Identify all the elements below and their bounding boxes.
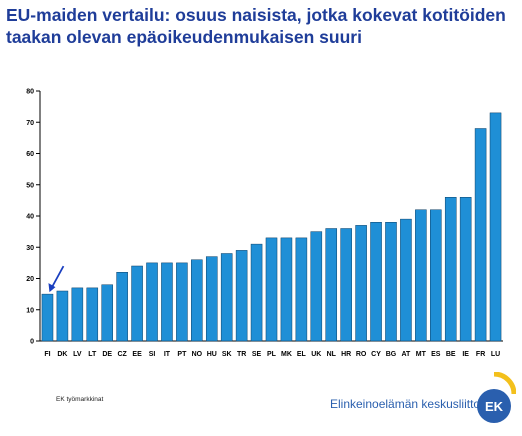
bar-LV xyxy=(71,287,84,342)
slide-title: EU-maiden vertailu: osuus naisista, jotk… xyxy=(6,4,516,48)
x-tick-label: LU xyxy=(491,351,500,358)
bar-HU xyxy=(205,256,218,342)
bar-UK xyxy=(310,231,323,342)
x-tick-label: LT xyxy=(88,351,97,358)
x-tick-label: SE xyxy=(252,351,262,358)
x-tick-label: IT xyxy=(164,351,171,358)
x-tick-label: MT xyxy=(416,351,427,358)
bar-ES xyxy=(430,209,442,342)
x-tick-label: BE xyxy=(446,351,456,358)
x-tick-label: PT xyxy=(177,351,187,358)
bar-LU xyxy=(489,112,502,342)
bar-IE xyxy=(459,197,472,342)
y-tick-label: 60 xyxy=(26,151,34,158)
x-tick-label: ES xyxy=(431,351,441,358)
x-tick-label: SK xyxy=(222,351,232,358)
bar-RO xyxy=(355,225,367,342)
bar-EE xyxy=(131,265,143,342)
x-tick-label: FI xyxy=(44,351,50,358)
x-tick-label: CY xyxy=(371,351,381,358)
x-tick-label: PL xyxy=(267,351,277,358)
bar-FR xyxy=(474,128,487,342)
annotation-arrowhead xyxy=(48,283,56,293)
bar-FI xyxy=(41,293,54,342)
x-tick-label: LV xyxy=(73,351,82,358)
x-tick-label: BG xyxy=(386,351,397,358)
slide-title-line2: taakan olevan epäoikeudenmukaisen suuri xyxy=(6,27,362,47)
y-tick-labels: 0 10 20 30 40 50 60 70 80 xyxy=(26,89,34,346)
bar-PL xyxy=(265,237,278,342)
x-tick-label: DE xyxy=(102,351,112,358)
annotation-arrow-line xyxy=(50,265,65,289)
bar-CZ xyxy=(116,272,128,342)
y-tick-label: 30 xyxy=(26,245,34,252)
x-tick-label: EL xyxy=(297,351,307,358)
x-tick-label: NO xyxy=(192,351,203,358)
y-tick-label: 20 xyxy=(26,276,34,283)
x-tick-label: RO xyxy=(356,351,367,358)
x-tick-label: FR xyxy=(476,351,485,358)
bar-MT xyxy=(415,209,427,342)
bar-BG xyxy=(385,222,397,342)
ek-logo-icon: EK xyxy=(477,372,516,423)
x-tick-label: CZ xyxy=(117,351,127,358)
bar-PT xyxy=(176,262,188,342)
chart-bars xyxy=(41,112,502,342)
x-tick-label: DK xyxy=(57,351,67,358)
x-tick-label: HU xyxy=(207,351,217,358)
bar-LT xyxy=(86,287,99,342)
x-tick-labels: FI DK LV LT DE CZ EE SI IT PT NO HU SK TR SE PL MK EL UK NL… xyxy=(44,351,500,358)
bar-BE xyxy=(444,197,457,342)
x-tick-label: EE xyxy=(132,351,142,358)
slide-title-line1: EU-maiden vertailu: osuus naisista, jotk… xyxy=(6,5,506,25)
bar-DE xyxy=(101,284,113,342)
x-tick-label: AT xyxy=(402,351,412,358)
bar-HR xyxy=(340,228,352,342)
bar-SE xyxy=(250,243,263,342)
bar-IT xyxy=(161,262,173,342)
bar-TR xyxy=(235,250,248,342)
bar-EL xyxy=(295,237,308,342)
ek-logo-letters: EK xyxy=(485,399,504,414)
source-note: EK työmarkkinat xyxy=(56,396,104,403)
y-tick-label: 40 xyxy=(26,214,34,221)
bar-DK xyxy=(56,290,69,342)
x-tick-label: NL xyxy=(327,351,337,358)
bar-AT xyxy=(400,218,412,342)
bar-NO xyxy=(191,259,203,342)
y-tick-label: 10 xyxy=(26,307,34,314)
x-tick-label: MK xyxy=(281,351,292,358)
y-tick-label: 80 xyxy=(26,89,34,96)
x-tick-label: UK xyxy=(311,351,321,358)
y-tick-label: 0 xyxy=(30,339,34,346)
bar-MK xyxy=(280,237,293,342)
bar-SI xyxy=(146,262,158,342)
bar-NL xyxy=(325,228,338,342)
x-tick-label: HR xyxy=(341,351,351,358)
y-tick-label: 50 xyxy=(26,182,34,189)
x-tick-label: IE xyxy=(462,351,469,358)
x-tick-label: SI xyxy=(149,351,156,358)
organization-name: Elinkeinoelämän keskusliitto xyxy=(330,397,481,411)
bar-SK xyxy=(220,253,233,342)
x-tick-label: TR xyxy=(237,351,246,358)
bar-CY xyxy=(370,222,382,342)
y-tick-label: 70 xyxy=(26,120,34,127)
chart-annotations xyxy=(48,265,65,293)
